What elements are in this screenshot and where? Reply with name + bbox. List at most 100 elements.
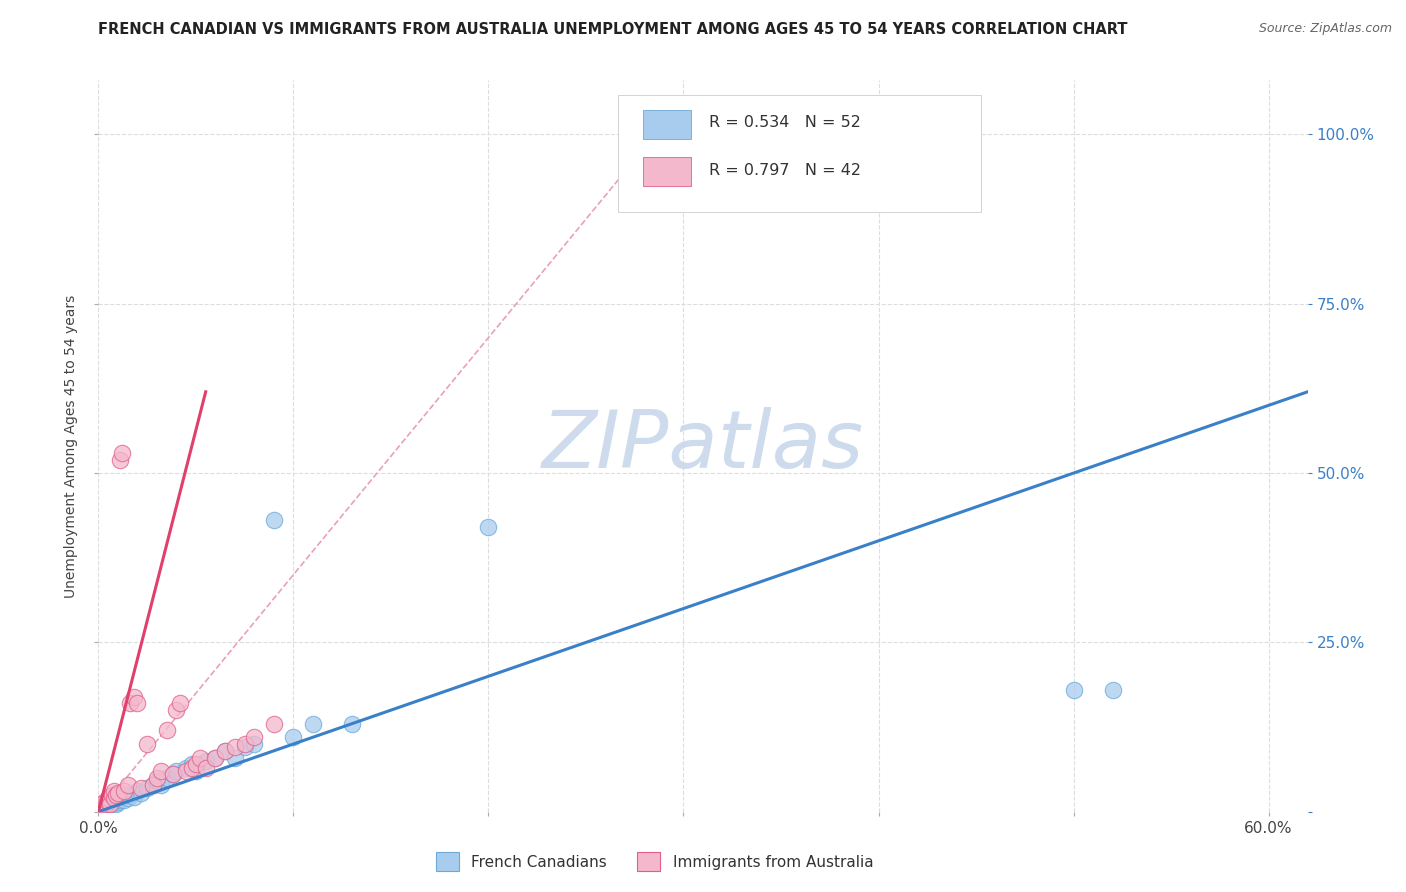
Point	[98, 797, 121, 811]
Point	[142, 778, 165, 792]
Point	[233, 740, 256, 755]
Point	[204, 750, 226, 764]
Point	[93, 797, 115, 812]
Point	[117, 791, 139, 805]
Point	[91, 799, 114, 814]
Point	[97, 797, 120, 812]
Point	[156, 771, 179, 785]
Point	[97, 795, 120, 809]
Point	[233, 737, 256, 751]
Point	[101, 788, 124, 802]
Point	[194, 761, 217, 775]
Point	[91, 797, 114, 811]
Point	[243, 737, 266, 751]
Point	[131, 780, 153, 795]
Point	[103, 795, 125, 809]
Point	[93, 795, 115, 809]
Point	[89, 801, 111, 815]
Point	[174, 764, 197, 778]
Point	[103, 784, 125, 798]
Point	[122, 789, 145, 804]
Point	[263, 514, 285, 528]
FancyBboxPatch shape	[643, 157, 690, 186]
Point	[91, 797, 114, 812]
Point	[146, 771, 169, 785]
Point	[1063, 682, 1085, 697]
Point	[184, 764, 207, 778]
Point	[108, 452, 131, 467]
Point	[117, 778, 139, 792]
Text: ZIPatlas: ZIPatlas	[541, 407, 865, 485]
Point	[224, 740, 246, 755]
Point	[156, 723, 179, 738]
Point	[181, 761, 204, 775]
Point	[127, 784, 149, 798]
Point	[91, 797, 114, 811]
Point	[93, 797, 115, 812]
Point	[89, 801, 111, 815]
Point	[107, 795, 129, 809]
Point	[103, 791, 125, 805]
Point	[224, 750, 246, 764]
Point	[477, 520, 499, 534]
Point	[89, 799, 111, 814]
FancyBboxPatch shape	[619, 95, 981, 212]
Point	[174, 761, 197, 775]
Point	[283, 730, 305, 744]
Point	[165, 764, 187, 778]
Point	[263, 716, 285, 731]
Point	[731, 128, 754, 142]
Point	[97, 797, 120, 811]
Point	[136, 780, 159, 795]
Text: FRENCH CANADIAN VS IMMIGRANTS FROM AUSTRALIA UNEMPLOYMENT AMONG AGES 45 TO 54 YE: FRENCH CANADIAN VS IMMIGRANTS FROM AUSTR…	[98, 22, 1128, 37]
Point	[111, 789, 134, 804]
Point	[98, 795, 121, 809]
Text: R = 0.534   N = 52: R = 0.534 N = 52	[709, 115, 860, 130]
FancyBboxPatch shape	[643, 110, 690, 139]
Point	[188, 750, 211, 764]
Y-axis label: Unemployment Among Ages 45 to 54 years: Unemployment Among Ages 45 to 54 years	[65, 294, 79, 598]
Point	[93, 799, 115, 814]
Point	[97, 791, 120, 805]
Point	[214, 744, 236, 758]
Point	[89, 797, 111, 812]
Point	[136, 737, 159, 751]
Point	[142, 778, 165, 792]
Point	[118, 788, 141, 802]
Point	[112, 784, 135, 798]
Point	[149, 778, 172, 792]
Text: R = 0.797   N = 42: R = 0.797 N = 42	[709, 163, 860, 178]
Point	[165, 703, 187, 717]
Point	[98, 797, 121, 812]
Point	[91, 801, 114, 815]
Point	[107, 786, 129, 800]
Point	[104, 788, 127, 802]
Legend: French Canadians, Immigrants from Australia: French Canadians, Immigrants from Austra…	[430, 847, 879, 877]
Point	[101, 797, 124, 811]
Point	[131, 786, 153, 800]
Point	[127, 697, 149, 711]
Point	[162, 767, 184, 781]
Point	[162, 767, 184, 781]
Point	[96, 795, 118, 809]
Point	[96, 799, 118, 814]
Point	[118, 697, 141, 711]
Point	[302, 716, 325, 731]
Point	[108, 792, 131, 806]
Point	[181, 757, 204, 772]
Point	[111, 446, 134, 460]
Point	[122, 690, 145, 704]
Point	[169, 697, 191, 711]
Point	[194, 754, 217, 768]
Point	[104, 797, 127, 811]
Point	[204, 750, 226, 764]
Point	[112, 792, 135, 806]
Point	[96, 797, 118, 811]
Point	[184, 757, 207, 772]
Point	[103, 791, 125, 805]
Point	[1101, 682, 1123, 697]
Point	[243, 730, 266, 744]
Point	[107, 791, 129, 805]
Point	[340, 716, 363, 731]
Text: Source: ZipAtlas.com: Source: ZipAtlas.com	[1258, 22, 1392, 36]
